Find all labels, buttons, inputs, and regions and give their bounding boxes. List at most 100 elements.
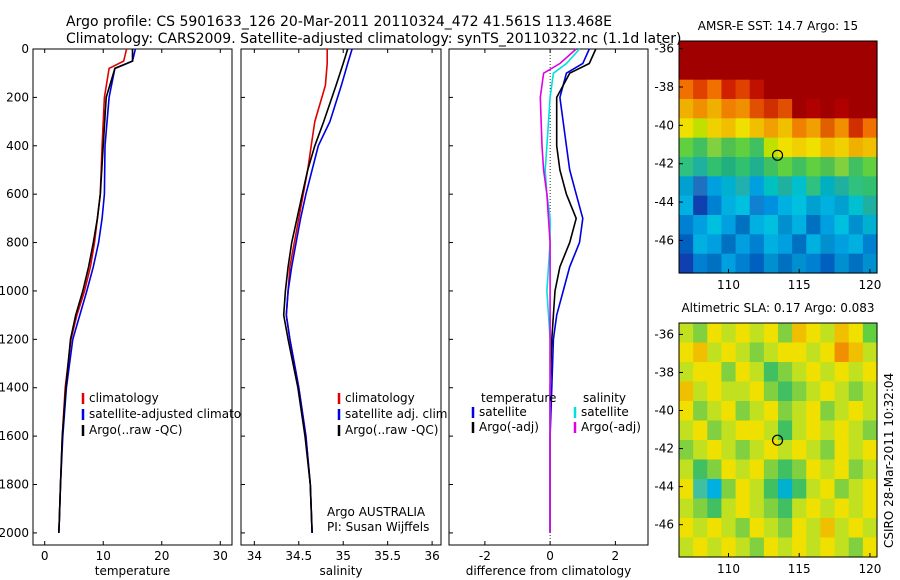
sst-cell <box>763 157 779 177</box>
sla-cell <box>778 518 793 539</box>
sst-cell <box>763 253 779 274</box>
diff-legend-label: Argo(-adj) <box>479 420 539 434</box>
sla-cell <box>707 440 723 461</box>
sal-xlabel: salinity <box>319 564 362 578</box>
sal-xtick-label: 36 <box>424 549 439 563</box>
sla-cell <box>834 537 850 558</box>
temp-frame <box>32 48 233 546</box>
sla-cell <box>721 498 737 519</box>
sla-cell <box>848 420 864 441</box>
sla-cell <box>862 381 878 402</box>
sst-cell <box>834 99 850 119</box>
temp-xlabel: temperature <box>95 564 170 578</box>
sst-xtick-label: 120 <box>858 278 881 292</box>
sst-cell <box>848 195 864 216</box>
sst-cell <box>778 215 793 235</box>
sla-cell <box>806 381 822 402</box>
sst-cell <box>806 60 822 81</box>
sst-cell <box>763 79 779 100</box>
temp-ytick-label: 1000 <box>0 284 29 298</box>
sst-cell <box>693 176 708 197</box>
sst-cell <box>792 195 807 216</box>
sst-cell <box>707 157 723 177</box>
sst-frame <box>678 40 878 274</box>
sal-panel: 34 34.5 35 35.5 36 salinity climatology satelli… <box>240 48 451 578</box>
temp-legend-label: climatology <box>89 391 159 405</box>
sst-cell <box>862 60 878 81</box>
sst-cell <box>763 137 779 158</box>
temp-legend-label: Argo(..raw -QC) <box>89 423 182 437</box>
sla-cell <box>834 362 850 383</box>
sla-cell <box>679 323 694 344</box>
sla-cell <box>792 323 807 344</box>
sla-cell <box>834 498 850 519</box>
sst-cell <box>749 41 765 61</box>
sst-panel: 110 115 120 -36 -38 -40 -42 -44 -46 AMSR-E SST: 1… <box>654 19 881 292</box>
diff-legend-label: satellite <box>479 405 527 419</box>
sst-cell <box>763 176 779 197</box>
figure-title-line1: Argo profile: CS 5901633_126 20-Mar-2011… <box>66 14 613 30</box>
sst-cell <box>749 118 765 139</box>
sla-ytick-label: -38 <box>654 365 674 379</box>
sla-cell <box>693 518 708 539</box>
sla-cell <box>820 479 836 500</box>
sla-cell <box>848 323 864 344</box>
sst-cell <box>721 99 737 119</box>
sst-cell <box>763 41 779 61</box>
sst-cell <box>820 253 836 274</box>
sst-cell <box>721 60 737 81</box>
diff-xtick-label: 2 <box>612 549 620 563</box>
sst-cell <box>778 195 793 216</box>
sst-cell <box>848 118 864 139</box>
sst-cell <box>792 253 807 274</box>
sla-cell <box>862 362 878 383</box>
temp-ytick-label: 800 <box>6 236 29 250</box>
sal-legend-label: climatology <box>345 391 415 405</box>
sal-xtick-label: 34 <box>247 549 262 563</box>
sst-argo-marker <box>771 149 784 161</box>
sst-cell <box>721 118 737 139</box>
sst-cell <box>693 41 708 61</box>
sla-cell <box>735 381 751 402</box>
sst-cell <box>763 60 779 81</box>
sst-cell <box>820 215 836 235</box>
sla-cell <box>834 459 850 480</box>
sst-title: AMSR-E SST: 14.7 Argo: 15 <box>698 19 858 33</box>
sst-cell <box>749 234 765 255</box>
sla-cell <box>707 498 723 519</box>
temp-xtick-label: 10 <box>96 549 111 563</box>
sla-cell <box>749 518 765 539</box>
sla-cell <box>749 537 765 558</box>
sla-cell <box>707 323 723 344</box>
sla-cell <box>721 537 737 558</box>
sst-cell <box>848 253 864 274</box>
sla-cell <box>693 420 708 441</box>
sla-cell <box>679 498 694 519</box>
sst-cell <box>707 253 723 274</box>
sst-cell <box>820 195 836 216</box>
sla-cell <box>778 440 793 461</box>
temp-ytick-label: 2000 <box>0 526 29 540</box>
sla-cell <box>820 537 836 558</box>
sst-cell <box>763 215 779 235</box>
temp-panel: 0 10 20 30 0 200 400 600 800 1000 1200 1400 1600 1800… <box>0 42 267 578</box>
sst-cell <box>707 118 723 139</box>
temp-ytick-label: 1400 <box>0 381 29 395</box>
sla-cell <box>693 537 708 558</box>
sla-cell <box>693 440 708 461</box>
sla-cell <box>679 537 694 558</box>
sal-series-satellite-adj-clim- <box>285 48 353 533</box>
sla-cell <box>834 342 850 363</box>
sst-cell <box>862 253 878 274</box>
sla-cell <box>735 401 751 422</box>
sst-cell <box>792 215 807 235</box>
sla-cell <box>721 381 737 402</box>
sla-cell <box>792 459 807 480</box>
sla-cell <box>834 420 850 441</box>
sla-cell <box>862 420 878 441</box>
sst-cell <box>862 157 878 177</box>
sst-cell <box>707 234 723 255</box>
sst-cell <box>834 41 850 61</box>
sst-cell <box>820 118 836 139</box>
